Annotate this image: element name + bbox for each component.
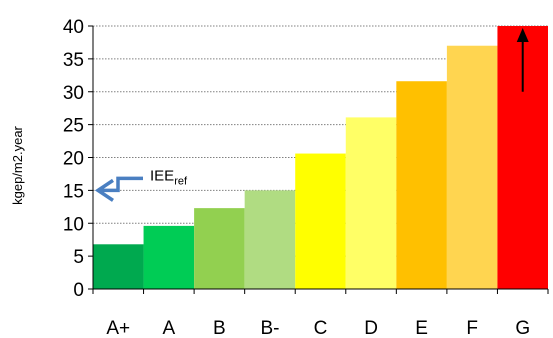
- bar-f: [446, 45, 498, 289]
- x-category-label: E: [415, 318, 428, 338]
- reference-arrow: [94, 176, 143, 202]
- y-tick-label-0: 0: [73, 280, 84, 301]
- bar-e: [396, 81, 447, 289]
- reference-label: IEEref: [150, 167, 188, 187]
- x-category-label: G: [515, 318, 530, 338]
- x-category-label: A+: [106, 318, 130, 338]
- bar-d: [345, 117, 397, 289]
- y-tick-label-15: 15: [63, 181, 84, 202]
- reference-label-main: IEE: [150, 167, 174, 184]
- bar-c: [295, 153, 346, 289]
- y-tick-label-25: 25: [63, 116, 84, 137]
- y-tick-label-20: 20: [63, 149, 84, 170]
- g-arrow-head: [516, 28, 529, 42]
- x-tick-labels: A+ A B B- C D E F G: [92, 289, 549, 338]
- y-tick-label-30: 30: [63, 83, 84, 104]
- y-tick-label-40: 40: [63, 17, 84, 38]
- bar-aplus: [93, 244, 144, 289]
- bar-bminus: [244, 190, 296, 289]
- reference-label-sub: ref: [174, 175, 188, 187]
- y-tick-label-35: 35: [63, 50, 84, 71]
- x-category-label: B-: [260, 318, 279, 338]
- bars: [93, 26, 548, 289]
- y-tick-label-10: 10: [63, 214, 84, 235]
- y-tick-labels: 0 5 10 15 20 25 30 35 40: [63, 17, 93, 301]
- annotations: IEEref: [94, 28, 529, 202]
- x-category-label: A: [162, 318, 175, 338]
- x-category-label: F: [466, 318, 478, 338]
- x-category-label: D: [364, 318, 378, 338]
- x-category-label: B: [213, 318, 226, 338]
- bar-b: [194, 208, 245, 289]
- x-category-label: C: [314, 318, 328, 338]
- y-axis-label: kgep/m2.year: [10, 125, 25, 204]
- y-tick-label-5: 5: [73, 247, 84, 268]
- bar-a: [143, 225, 195, 289]
